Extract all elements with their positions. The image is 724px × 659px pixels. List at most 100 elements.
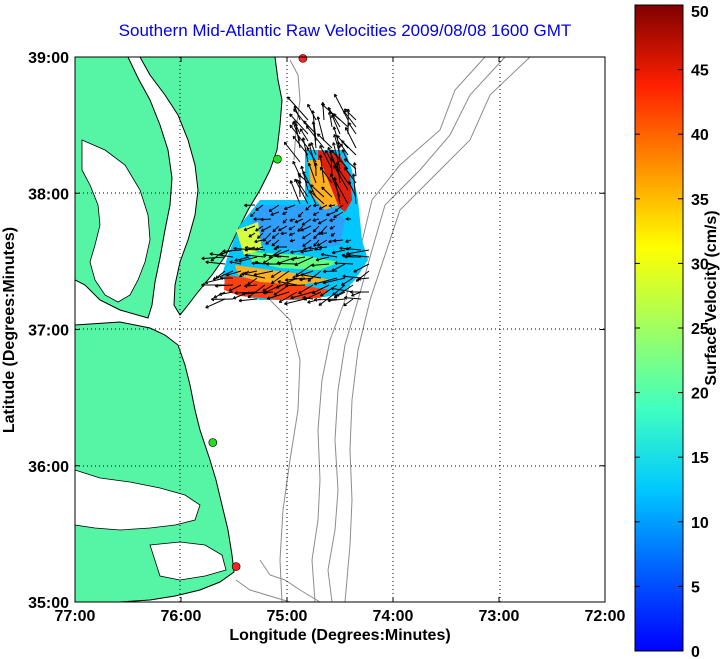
velocity-arrow bbox=[327, 298, 346, 302]
velocity-arrow bbox=[353, 173, 357, 205]
y-tick-label: 35:00 bbox=[28, 595, 69, 612]
velocity-arrow bbox=[219, 291, 234, 296]
velocity-arrow bbox=[341, 140, 357, 156]
mainland-south bbox=[74, 321, 235, 603]
velocity-arrowhead bbox=[313, 299, 318, 302]
land bbox=[74, 56, 283, 603]
velocity-arrowhead bbox=[313, 244, 317, 247]
colorbar-tick-label: 20 bbox=[691, 386, 709, 403]
velocity-arrow bbox=[294, 178, 309, 205]
velocity-arrow bbox=[334, 204, 344, 212]
velocity-arrow bbox=[312, 284, 330, 294]
velocity-arrow bbox=[317, 116, 325, 142]
velocity-arrow bbox=[201, 256, 226, 260]
velocity-arrowhead bbox=[275, 246, 279, 249]
velocity-arrow bbox=[333, 165, 349, 191]
velocity-arrow bbox=[320, 284, 338, 297]
albemarle-sound bbox=[74, 469, 201, 531]
velocity-arrow bbox=[292, 270, 314, 279]
velocity-arrowhead bbox=[233, 248, 237, 251]
velocity-arrowhead bbox=[254, 241, 258, 244]
velocity-arrow bbox=[274, 249, 290, 257]
velocity-arrow bbox=[330, 158, 349, 184]
y-tick-label: 39:00 bbox=[28, 50, 69, 67]
velocity-arrowhead bbox=[332, 252, 336, 255]
y-tick-label: 37:00 bbox=[28, 323, 69, 340]
y-axis-label: Latitude (Degrees:Minutes) bbox=[1, 227, 18, 433]
velocity-arrow bbox=[330, 173, 341, 198]
velocity-arrow bbox=[271, 232, 280, 239]
velocity-arrowhead bbox=[204, 282, 208, 285]
velocity-arrow bbox=[312, 225, 320, 233]
velocity-arrowhead bbox=[322, 282, 326, 285]
velocity-arrowhead bbox=[285, 285, 289, 288]
velocity-arrowhead bbox=[344, 256, 348, 259]
velocity-arrowhead bbox=[312, 220, 316, 222]
velocity-arrow bbox=[315, 256, 330, 261]
velocity-arrow bbox=[241, 273, 266, 279]
velocity-arrowhead bbox=[313, 283, 318, 286]
velocity-arrow bbox=[294, 256, 314, 266]
velocity-arrowhead bbox=[352, 162, 355, 166]
velocity-arrow bbox=[318, 218, 328, 225]
velocity-arrowhead bbox=[226, 274, 230, 277]
velocity-arrow bbox=[345, 127, 357, 149]
x-tick-label: 77:00 bbox=[55, 608, 96, 625]
velocity-arrowhead bbox=[290, 259, 295, 261]
velocity-arrow bbox=[284, 298, 306, 305]
velocity-arrowhead bbox=[331, 150, 333, 154]
velocity-arrow bbox=[222, 249, 242, 252]
velocity-arrow bbox=[313, 239, 320, 247]
y-tick-label: 38:00 bbox=[28, 186, 69, 203]
velocity-arrow bbox=[205, 298, 226, 309]
velocity-arrow bbox=[305, 204, 312, 211]
velocity-arrowhead bbox=[244, 247, 248, 250]
velocity-arrowhead bbox=[341, 254, 345, 258]
velocity-arrow bbox=[275, 255, 290, 258]
velocity-arrowhead bbox=[330, 287, 334, 291]
velocity-arrow bbox=[317, 239, 328, 247]
velocity-arrow bbox=[228, 284, 242, 292]
colorbar bbox=[634, 4, 684, 652]
velocity-arrow bbox=[344, 108, 357, 121]
velocity-arrowhead bbox=[265, 263, 269, 266]
velocity-arrowhead bbox=[234, 260, 238, 262]
x-tick-label: 74:00 bbox=[373, 608, 414, 625]
velocity-arrow bbox=[229, 261, 242, 265]
velocity-arrowhead bbox=[332, 142, 334, 146]
velocity-arrow bbox=[289, 124, 309, 149]
velocity-arrowhead bbox=[344, 297, 348, 300]
velocity-arrow bbox=[319, 167, 333, 184]
velocity-arrow bbox=[288, 225, 296, 231]
velocity-arrowhead bbox=[283, 142, 286, 146]
colorbar-tick-label: 30 bbox=[691, 256, 709, 273]
contour-line bbox=[289, 59, 301, 161]
velocity-arrow bbox=[243, 270, 258, 275]
velocity-arrow bbox=[298, 284, 314, 295]
velocity-arrowhead bbox=[336, 141, 339, 145]
velocity-arrow bbox=[205, 261, 226, 265]
velocity-arrow bbox=[290, 180, 301, 205]
velocity-arrowhead bbox=[313, 230, 317, 233]
velocity-arrowhead bbox=[280, 233, 284, 236]
velocity-arrowhead bbox=[320, 253, 324, 257]
velocity-arrow bbox=[302, 171, 317, 198]
velocity-arrowhead bbox=[333, 134, 335, 138]
velocity-arrow bbox=[285, 284, 306, 287]
velocity-arrow bbox=[247, 284, 266, 298]
velocity-arrow bbox=[319, 246, 328, 249]
contour-line bbox=[327, 56, 506, 603]
velocity-arrow bbox=[267, 291, 290, 300]
velocity-arrow bbox=[336, 162, 341, 184]
velocity-arrowhead bbox=[320, 232, 324, 236]
velocity-arrowhead bbox=[257, 237, 261, 239]
velocity-arrowhead bbox=[342, 275, 346, 279]
velocity-arrowhead bbox=[238, 261, 242, 263]
velocity-arrowhead bbox=[311, 264, 315, 268]
velocity-arrow bbox=[334, 262, 354, 265]
velocity-arrow bbox=[353, 263, 370, 273]
velocity-arrowhead bbox=[277, 263, 281, 266]
velocity-arrow bbox=[313, 211, 320, 216]
velocity-arrow bbox=[297, 225, 304, 232]
velocity-arrow bbox=[254, 239, 264, 243]
